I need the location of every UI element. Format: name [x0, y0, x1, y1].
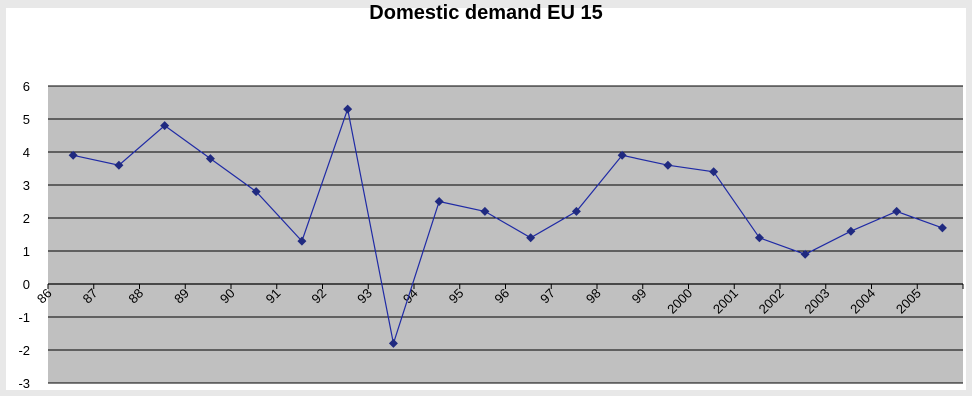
y-tick-label: 1 — [23, 244, 30, 259]
data-point — [388, 338, 398, 348]
data-point — [571, 206, 581, 216]
y-tick-label: -3 — [18, 376, 30, 391]
y-tick-label: -1 — [18, 310, 30, 325]
data-point — [297, 236, 307, 246]
data-point — [205, 154, 215, 164]
y-tick-label: 5 — [23, 112, 30, 127]
data-point — [114, 160, 124, 170]
data-point — [160, 121, 170, 131]
data-point — [937, 223, 947, 233]
y-tick-label: 0 — [23, 277, 30, 292]
gridlines — [48, 85, 963, 384]
data-point — [800, 249, 810, 259]
data-point — [343, 104, 353, 114]
data-point — [251, 187, 261, 197]
data-point — [892, 206, 902, 216]
data-point — [617, 150, 627, 160]
y-tick-label: -2 — [18, 343, 30, 358]
y-tick-label: 2 — [23, 211, 30, 226]
series-markers — [68, 104, 947, 348]
data-point — [709, 167, 719, 177]
y-tick-label: 3 — [23, 178, 30, 193]
y-tick-label: 4 — [23, 145, 30, 160]
data-point — [68, 150, 78, 160]
series-line — [73, 106, 943, 344]
y-tick-label: 6 — [23, 79, 30, 94]
data-point — [526, 233, 536, 243]
data-point — [663, 160, 673, 170]
plot-area — [48, 86, 963, 383]
data-point — [846, 226, 856, 236]
data-point — [480, 206, 490, 216]
y-axis-ticks: -3 -2 -1 0 1 2 3 4 5 6 — [18, 79, 30, 391]
data-point — [434, 197, 444, 206]
x-axis — [47, 283, 964, 289]
data-point — [754, 233, 764, 243]
chart-title: Domestic demand EU 15 — [369, 2, 603, 24]
